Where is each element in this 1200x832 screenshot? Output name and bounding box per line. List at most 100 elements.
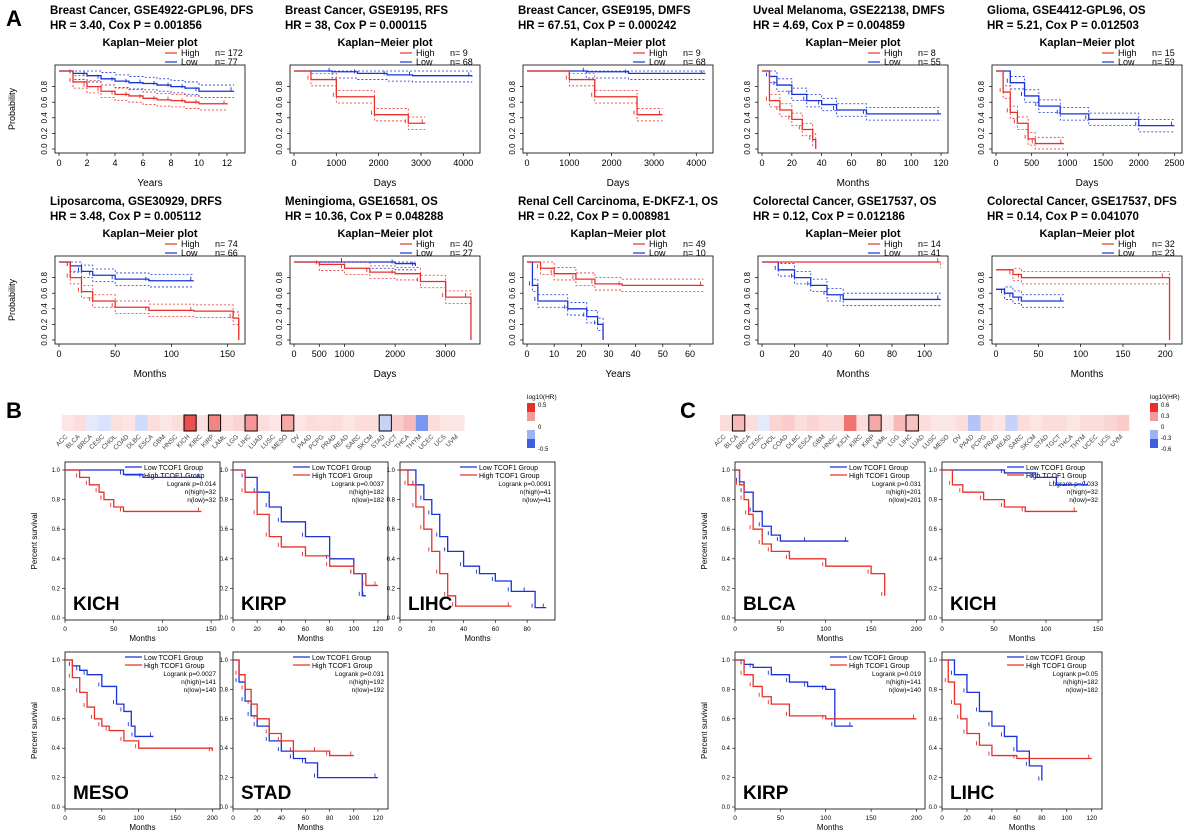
- x-tick-label: 1000: [559, 158, 579, 168]
- legend-high-label: High: [649, 48, 668, 58]
- heatmap-cell: [367, 415, 380, 431]
- x-tick-label: 200: [911, 815, 922, 822]
- y-tick-label: 0.0: [220, 805, 229, 811]
- km-plot-10: Colorectal Cancer, GSE17537, DFS HR = 0.1…: [977, 196, 1183, 380]
- km-plot-frame: [757, 255, 949, 345]
- km-plot-frame: [757, 64, 949, 154]
- heatmap-cell: [220, 415, 233, 431]
- gepia-frame: [64, 461, 221, 621]
- high-curve-ci-upper: [294, 70, 426, 118]
- n-low-text: n(low)=201: [889, 497, 922, 504]
- km-plot-title: Kaplan−Meier plot: [805, 37, 900, 49]
- x-tick-label: 50: [658, 349, 668, 359]
- legend-high-label: High: [181, 48, 200, 58]
- gepia-xlabel: Months: [297, 634, 323, 643]
- heatmap-b: ACCBLCABRCACESCCHOLCOADDLBCESCAGBMHNSCKI…: [55, 394, 557, 453]
- x-tick-label: 20: [789, 349, 799, 359]
- y-tick-label: 0.6: [977, 96, 986, 108]
- x-tick-label: 3000: [411, 158, 431, 168]
- y-tick-label: 0.2: [977, 318, 986, 330]
- high-curve: [294, 70, 426, 124]
- heatmap-cell: [391, 415, 404, 431]
- x-tick-label: 50: [110, 349, 120, 359]
- heatmap-cell: [720, 415, 733, 431]
- heatmap-legend-swatch: [1150, 403, 1158, 412]
- km-hr-text: HR = 67.51, Cox P = 0.000242: [518, 20, 676, 32]
- y-tick-label: 0.2: [220, 586, 229, 592]
- low-curve: [735, 659, 853, 727]
- gepia-ylabel: Percent survival: [30, 702, 39, 759]
- heatmap-cell: [968, 415, 981, 431]
- legend-low-n: n= 77: [215, 57, 238, 67]
- km-xlabel: Days: [1076, 178, 1099, 189]
- y-tick-label: 0.2: [220, 776, 229, 782]
- km-plot-title: Kaplan−Meier plot: [570, 228, 665, 240]
- x-tick-label: 80: [524, 626, 532, 633]
- heatmap-cell: [135, 415, 148, 431]
- gepia-frame: [734, 461, 926, 621]
- y-tick-label: 0.8: [508, 80, 517, 92]
- heatmap-cell: [281, 414, 295, 432]
- x-tick-label: 500: [1024, 158, 1039, 168]
- high-curve-ci-lower: [59, 261, 240, 340]
- km-xlabel: Years: [137, 178, 162, 189]
- km-plot-4: Uveal Melanoma, GSE22138, DMFS HR = 4.69,…: [743, 5, 949, 189]
- heatmap-cell: [856, 415, 869, 431]
- heatmap-cell: [183, 414, 197, 432]
- heatmap-cell: [1067, 415, 1080, 431]
- y-tick-label: 0.2: [929, 776, 938, 782]
- logrank-text: Logrank p=0.0027: [163, 671, 216, 678]
- legend-high-label: High: [884, 239, 903, 249]
- x-tick-label: 0: [291, 349, 296, 359]
- y-tick-label: 1.0: [722, 468, 731, 474]
- legend-low-label: Low TCOF1 Group: [1026, 465, 1085, 472]
- y-tick-label: 0.6: [220, 717, 229, 723]
- low-curve-ci-lower: [59, 261, 194, 288]
- y-tick-label: 0.6: [40, 96, 49, 108]
- x-tick-label: 3000: [436, 349, 456, 359]
- low-curve-ci-upper: [59, 70, 234, 86]
- km-xlabel: Years: [605, 369, 630, 380]
- low-curve: [942, 469, 1088, 486]
- x-tick-label: 1000: [1057, 158, 1077, 168]
- legend-low-label: Low TCOF1 Group: [312, 655, 371, 662]
- km-dataset-title: Breast Cancer, GSE9195, RFS: [285, 5, 448, 17]
- y-tick-label: 0.0: [275, 334, 284, 346]
- high-curve: [400, 469, 512, 607]
- legend-low-n: n= 66: [215, 248, 238, 258]
- x-tick-label: 80: [876, 158, 886, 168]
- km-dataset-title: Glioma, GSE4412-GPL96, OS: [987, 5, 1146, 17]
- x-tick-label: 40: [631, 349, 641, 359]
- x-tick-label: 30: [603, 349, 613, 359]
- logrank-text: Logrank p=0.031: [872, 481, 921, 488]
- km-plot-frame: [54, 64, 246, 154]
- km-plot-2: Breast Cancer, GSE9195, RFS HR = 38, Cox …: [275, 5, 481, 189]
- heatmap-legend-swatch: [527, 421, 535, 430]
- x-tick-label: 20: [787, 158, 797, 168]
- heatmap-cancer-label: KIRC: [848, 433, 864, 449]
- km-hr-text: HR = 10.36, Cox P = 0.048288: [285, 211, 444, 223]
- y-tick-label: 0.8: [40, 80, 49, 92]
- legend-low-label: Low TCOF1 Group: [312, 465, 371, 472]
- km-hr-text: HR = 38, Cox P = 0.000115: [285, 20, 427, 32]
- heatmap-cancer-label: LAML: [872, 433, 889, 450]
- heatmap-cell: [794, 415, 807, 431]
- x-tick-label: 8: [168, 158, 173, 168]
- y-tick-label: 0.8: [929, 687, 938, 693]
- legend-low-n: n= 27: [450, 248, 473, 258]
- low-curve: [942, 659, 1043, 781]
- heatmap-legend-tick: -0.5: [538, 447, 549, 453]
- x-tick-label: 100: [1073, 349, 1088, 359]
- km-plot-title: Kaplan−Meier plot: [337, 228, 432, 240]
- y-tick-label: 0.6: [220, 527, 229, 533]
- km-dataset-title: Meningioma, GSE16581, OS: [285, 196, 438, 208]
- heatmap-cell: [731, 414, 746, 432]
- km-plot-title: Kaplan−Meier plot: [102, 37, 197, 49]
- y-tick-label: 0.4: [743, 303, 752, 315]
- x-tick-label: 12: [222, 158, 232, 168]
- cancer-type-label: LIHC: [408, 594, 453, 615]
- x-tick-label: 80: [887, 349, 897, 359]
- y-tick-label: 0.8: [40, 271, 49, 283]
